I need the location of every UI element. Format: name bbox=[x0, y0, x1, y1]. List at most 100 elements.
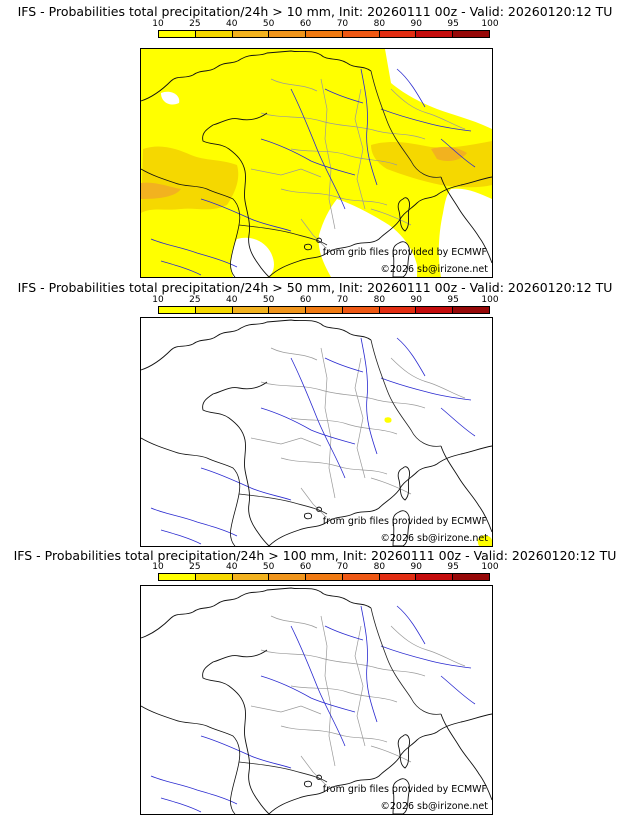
probability-colorbar: 10 25 40 50 60 70 80 90 95 100 bbox=[152, 295, 499, 315]
region-border bbox=[320, 615, 336, 767]
river bbox=[324, 357, 364, 373]
region-border bbox=[280, 188, 388, 206]
colorbar-tick-label: 80 bbox=[373, 19, 386, 29]
colorbar-tick-label: 10 bbox=[152, 295, 164, 305]
source-credit: from grib files provided by ECMWF bbox=[322, 247, 487, 258]
river bbox=[260, 675, 356, 713]
river bbox=[150, 238, 238, 268]
colorbar-tick-labels: 10 25 40 50 60 70 80 90 95 100 bbox=[152, 562, 498, 572]
river bbox=[380, 108, 472, 132]
copyright-credit: ©2026 sb@irizone.net bbox=[380, 264, 488, 275]
country-border bbox=[238, 761, 328, 783]
river bbox=[380, 645, 472, 669]
river bbox=[160, 260, 202, 276]
probability-map: from grib files provided by ECMWF ©2026 … bbox=[140, 585, 493, 815]
island-outline bbox=[392, 510, 410, 546]
precip-area bbox=[141, 182, 181, 199]
map-canvas bbox=[141, 319, 492, 546]
colorbar-tick-label: 50 bbox=[262, 562, 275, 572]
river bbox=[396, 337, 426, 377]
river bbox=[200, 467, 292, 501]
panel-title: IFS - Probabilities total precipitation/… bbox=[13, 548, 617, 563]
region-border bbox=[390, 625, 466, 667]
forecast-panel-10mm: IFS - Probabilities total precipitation/… bbox=[0, 4, 630, 278]
coastline bbox=[268, 445, 492, 546]
colorbar-swatch bbox=[379, 31, 417, 37]
colorbar-swatch bbox=[416, 574, 454, 580]
colorbar-tick-label: 60 bbox=[299, 295, 312, 305]
coastline bbox=[440, 713, 492, 801]
probability-colorbar: 10 25 40 50 60 70 80 90 95 100 bbox=[152, 562, 499, 582]
precip-area bbox=[477, 535, 492, 546]
coastline bbox=[141, 587, 372, 814]
colorbar-tick-label: 25 bbox=[189, 19, 201, 29]
colorbar-tick-labels: 10 25 40 50 60 70 80 90 95 100 bbox=[152, 295, 498, 305]
coastline bbox=[141, 50, 372, 277]
river bbox=[150, 775, 238, 805]
river bbox=[360, 68, 378, 186]
region-border bbox=[354, 357, 366, 479]
country-border bbox=[370, 339, 442, 447]
colorbar-swatch bbox=[159, 307, 196, 313]
island-outline bbox=[304, 237, 322, 251]
colorbar-swatch bbox=[342, 307, 380, 313]
river bbox=[396, 68, 426, 108]
river bbox=[380, 377, 472, 401]
copyright-credit: ©2026 sb@irizone.net bbox=[380, 533, 488, 544]
colorbar-swatch bbox=[306, 307, 343, 313]
country-border bbox=[238, 224, 328, 246]
colorbar-tick-label: 40 bbox=[226, 19, 238, 29]
colorbar-tick-label: 70 bbox=[336, 19, 349, 29]
precip-area bbox=[161, 91, 180, 105]
colorbar-swatches bbox=[158, 30, 490, 38]
colorbar-swatch bbox=[269, 307, 307, 313]
coastline bbox=[440, 445, 492, 533]
colorbar-tick-label: 50 bbox=[262, 295, 275, 305]
island-outline bbox=[392, 241, 410, 277]
probability-map: from grib files provided by ECMWF ©2026 … bbox=[140, 317, 493, 547]
source-credit: from grib files provided by ECMWF bbox=[322, 516, 487, 527]
island-outline bbox=[304, 774, 322, 788]
precip-area bbox=[431, 146, 467, 161]
colorbar-tick-label: 90 bbox=[410, 19, 422, 29]
colorbar-swatch bbox=[159, 31, 196, 37]
colorbar-tick-label: 60 bbox=[299, 562, 312, 572]
river bbox=[260, 407, 356, 445]
river bbox=[290, 88, 346, 210]
colorbar-tick-label: 95 bbox=[447, 295, 459, 305]
colorbar-tick-label: 40 bbox=[226, 295, 238, 305]
colorbar-swatch bbox=[306, 574, 343, 580]
river bbox=[440, 407, 476, 437]
region-border bbox=[300, 218, 326, 248]
forecast-panel-100mm: IFS - Probabilities total precipitation/… bbox=[0, 543, 630, 815]
colorbar-swatch bbox=[379, 307, 417, 313]
colorbar-swatch bbox=[232, 307, 270, 313]
region-border bbox=[270, 347, 318, 361]
colorbar-tick-label: 10 bbox=[152, 562, 164, 572]
colorbar-swatch bbox=[159, 574, 196, 580]
colorbar-tick-label: 95 bbox=[447, 19, 459, 29]
colorbar-tick-label: 100 bbox=[481, 19, 499, 29]
colorbar-tick-label: 95 bbox=[447, 562, 459, 572]
region-border bbox=[290, 417, 398, 435]
colorbar-tick-label: 90 bbox=[410, 562, 422, 572]
river bbox=[150, 507, 238, 537]
coastline bbox=[141, 319, 372, 546]
region-border bbox=[270, 78, 318, 92]
colorbar-swatch bbox=[269, 31, 307, 37]
colorbar-swatch bbox=[453, 31, 490, 37]
region-border bbox=[320, 347, 336, 499]
region-border bbox=[320, 78, 336, 230]
colorbar-tick-label: 100 bbox=[481, 562, 499, 572]
colorbar-swatches bbox=[158, 573, 490, 581]
river bbox=[200, 735, 292, 769]
colorbar-swatch bbox=[195, 307, 233, 313]
region-border bbox=[260, 649, 426, 677]
colorbar-tick-label: 50 bbox=[262, 19, 275, 29]
river bbox=[360, 337, 378, 455]
colorbar-tick-labels: 10 25 40 50 60 70 80 90 95 100 bbox=[152, 19, 498, 29]
country-border bbox=[141, 168, 241, 277]
panel-title: IFS - Probabilities total precipitation/… bbox=[17, 280, 613, 295]
river bbox=[260, 138, 356, 176]
colorbar-swatch bbox=[232, 31, 270, 37]
